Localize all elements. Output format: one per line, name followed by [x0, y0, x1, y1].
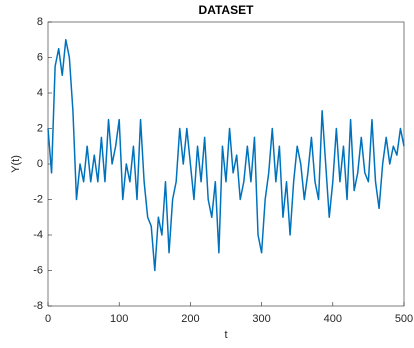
x-axis-label: t — [224, 329, 227, 341]
data-line — [47, 39, 405, 272]
x-tick-label: 0 — [45, 313, 51, 325]
x-tick-label: 500 — [395, 313, 413, 325]
x-tick-label: 200 — [181, 313, 199, 325]
y-tick-label: -8 — [33, 300, 43, 312]
y-tick-label: 8 — [37, 16, 43, 28]
plot-area — [47, 21, 405, 307]
y-tick-label: -2 — [33, 193, 43, 205]
y-tick-label: 4 — [37, 87, 43, 99]
y-axis-label: Y(t) — [10, 155, 22, 173]
y-tick-label: -6 — [33, 264, 43, 276]
chart-title: DATASET — [199, 3, 255, 17]
y-tick-label: 0 — [37, 158, 43, 170]
x-tick-label: 400 — [324, 313, 342, 325]
y-tick-label: -4 — [33, 229, 43, 241]
y-tick-label: 2 — [37, 122, 43, 134]
x-tick-label: 300 — [252, 313, 270, 325]
y-tick-label: 6 — [37, 51, 43, 63]
x-tick-label: 100 — [110, 313, 128, 325]
